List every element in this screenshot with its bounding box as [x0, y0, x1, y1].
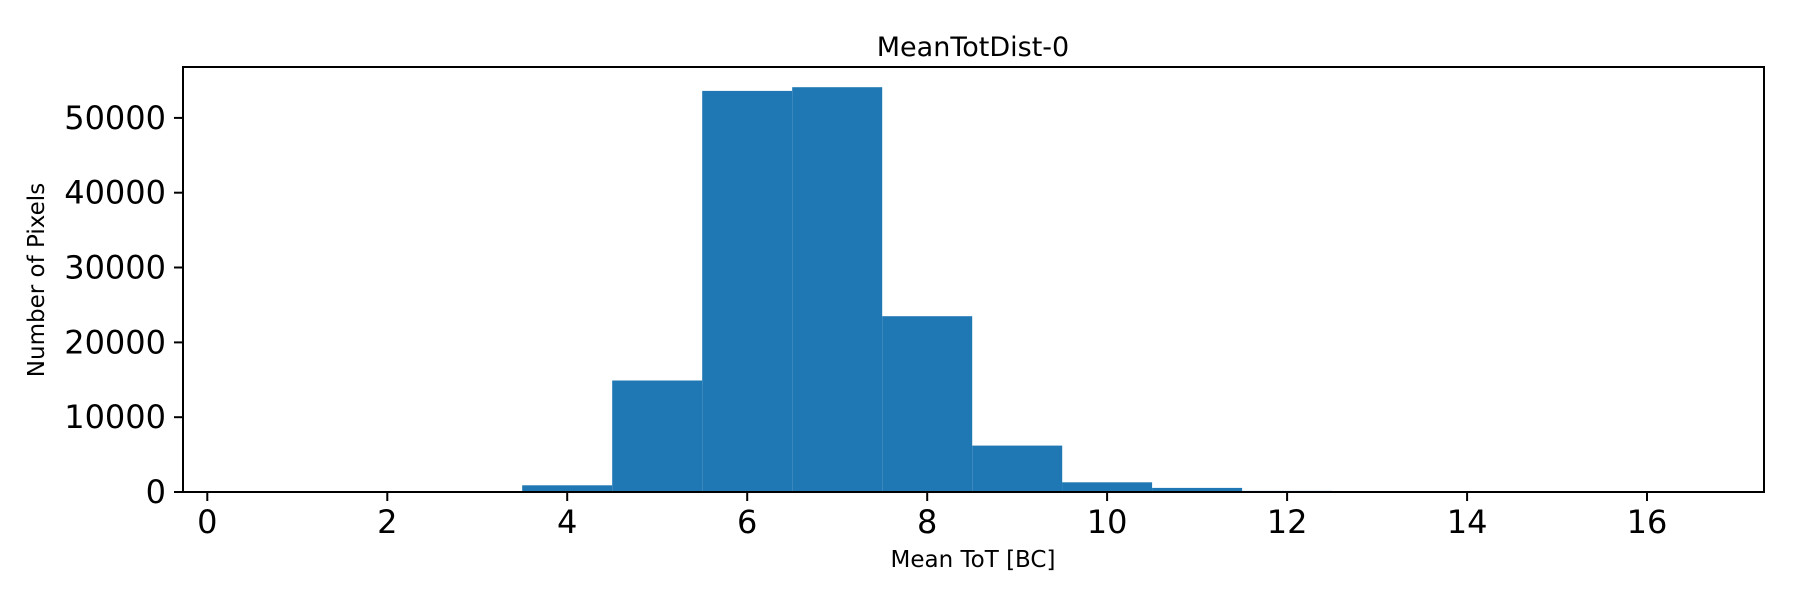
x-tick-label: 6 [737, 503, 757, 541]
x-axis-label: Mean ToT [BC] [891, 547, 1056, 573]
histogram-bar [1062, 482, 1153, 492]
y-axis-label: Number of Pixels [24, 183, 50, 377]
y-tick-label: 20000 [64, 323, 166, 361]
x-tick-label: 12 [1267, 503, 1308, 541]
histogram-bars [522, 87, 1333, 493]
histogram-bar [522, 485, 613, 492]
x-axis-tick-labels: 0 2 4 6 8 10 12 14 16 [197, 503, 1667, 541]
y-axis-ticks [174, 116, 183, 493]
x-axis-ticks [206, 492, 1648, 501]
x-tick-label: 16 [1627, 503, 1668, 541]
x-tick-label: 8 [917, 503, 937, 541]
histogram-bar [1152, 487, 1243, 492]
histogram-bar [612, 380, 703, 492]
y-tick-label: 30000 [64, 249, 166, 287]
y-tick-label: 40000 [64, 174, 166, 212]
y-tick-label: 0 [146, 473, 166, 511]
x-tick-label: 10 [1087, 503, 1128, 541]
plot-border [182, 66, 1765, 493]
y-tick-label: 10000 [64, 398, 166, 436]
chart-title: MeanTotDist-0 [877, 32, 1069, 63]
x-tick-label: 0 [197, 503, 217, 541]
histogram-bar [702, 90, 793, 493]
x-tick-label: 14 [1447, 503, 1488, 541]
x-tick-label: 4 [557, 503, 577, 541]
histogram-bar [792, 87, 883, 492]
y-axis-tick-labels: 0 10000 20000 30000 40000 50000 [64, 99, 166, 511]
x-tick-label: 2 [377, 503, 397, 541]
histogram-bar [972, 445, 1063, 492]
y-tick-label: 50000 [64, 99, 166, 137]
histogram-bar [882, 316, 973, 492]
